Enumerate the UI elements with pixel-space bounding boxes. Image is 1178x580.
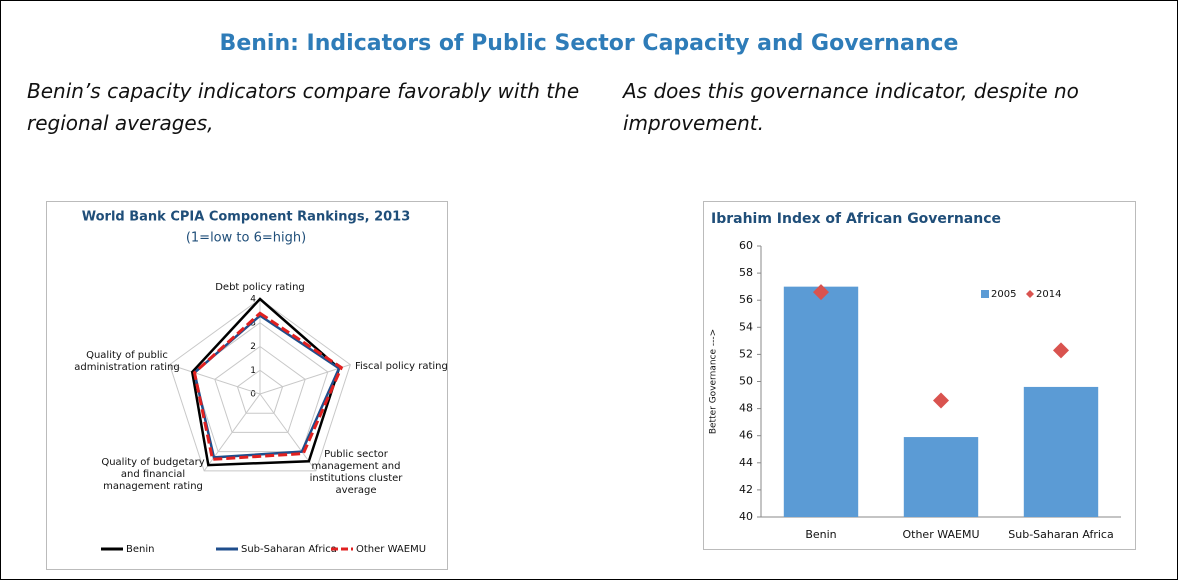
chart-title: Ibrahim Index of African Governance: [711, 211, 1001, 227]
y-tick-label: 52: [739, 347, 753, 360]
y-tick-label: 60: [739, 239, 753, 252]
spoke: [259, 393, 317, 472]
right-caption: As does this governance indicator, despi…: [623, 79, 1079, 135]
series-line: [192, 311, 344, 461]
y-tick-label: 54: [739, 320, 753, 333]
bar: [903, 437, 979, 517]
grid-ring: [214, 345, 306, 433]
bar: [1023, 386, 1099, 517]
diamond-marker: [813, 284, 829, 301]
axis-label: Public sector management and institution…: [309, 449, 403, 496]
y-tick-label: 40: [739, 510, 753, 523]
legend-label: Other WAEMU: [356, 544, 426, 555]
grid-ring: [169, 298, 351, 472]
y-tick-label: 42: [739, 483, 753, 496]
r-tick-label: 0: [250, 390, 256, 400]
grid-ring: [236, 369, 284, 414]
axis-label: Fiscal policy rating: [355, 361, 448, 372]
r-tick-label: 4: [250, 295, 256, 305]
r-tick-label: 1: [250, 366, 256, 376]
bar: [783, 286, 859, 517]
spoke: [259, 364, 351, 395]
r-tick-label: 2: [250, 342, 256, 352]
y-tick-label: 50: [739, 375, 753, 388]
left-caption: Benin’s capacity indicators compare favo…: [27, 79, 580, 135]
legend-label: Benin: [126, 544, 154, 555]
y-tick-label: 48: [739, 402, 753, 415]
diamond-marker: [1053, 342, 1069, 359]
y-tick-label: 56: [739, 293, 753, 306]
y-axis-label: Better Governance --->: [709, 329, 719, 434]
legend-label: 2005: [991, 289, 1016, 300]
spoke: [169, 364, 261, 395]
x-tick-label: Benin: [805, 528, 836, 541]
axis-label: Quality of budgetary and financial manag…: [101, 457, 205, 492]
y-tick-label: 46: [739, 429, 753, 442]
chart-subtitle: (1=low to 6=high): [186, 231, 306, 246]
legend-label: Sub-Saharan Africa: [241, 544, 337, 555]
y-tick-label: 44: [739, 456, 753, 469]
axis-label: Quality of public administration rating: [74, 350, 180, 373]
legend-label: 2014: [1036, 289, 1061, 300]
legend-swatch: [1026, 290, 1034, 298]
diamond-marker: [933, 392, 949, 409]
x-tick-label: Other WAEMU: [902, 528, 979, 541]
chart-title: World Bank CPIA Component Rankings, 2013: [82, 210, 411, 225]
y-tick-label: 58: [739, 266, 753, 279]
radar-frame: [46, 201, 448, 570]
x-tick-label: Sub-Saharan Africa: [1008, 528, 1113, 541]
axis-label: Debt policy rating: [215, 282, 305, 293]
legend-swatch: [981, 290, 989, 298]
page-title: Benin: Indicators of Public Sector Capac…: [219, 31, 959, 56]
